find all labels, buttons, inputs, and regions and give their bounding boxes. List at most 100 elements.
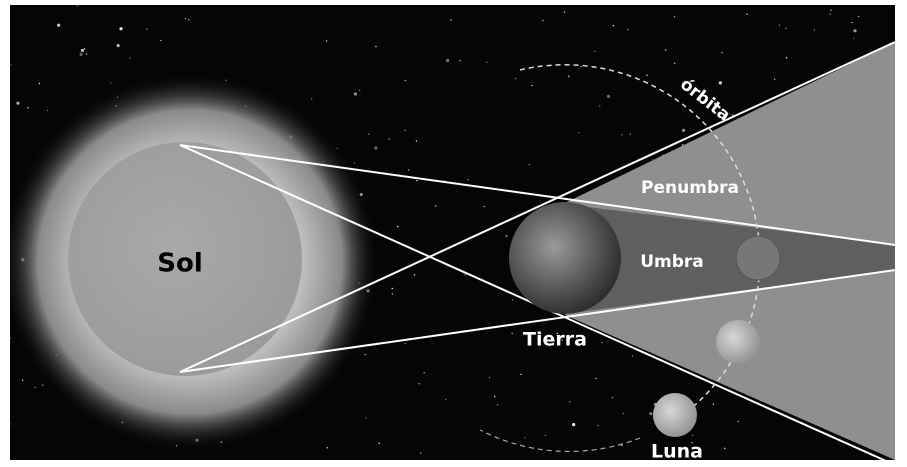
star	[42, 384, 43, 385]
star	[542, 20, 543, 21]
star	[365, 418, 366, 419]
star	[419, 383, 420, 384]
umbra-label: Umbra	[640, 252, 704, 272]
star	[460, 60, 461, 61]
star	[435, 205, 436, 206]
star	[494, 396, 495, 397]
star	[774, 78, 775, 79]
star	[601, 342, 602, 343]
star	[326, 40, 327, 41]
star	[34, 387, 35, 388]
star	[416, 140, 417, 141]
star	[607, 95, 610, 98]
star	[724, 448, 725, 449]
star	[420, 452, 421, 453]
star	[630, 133, 631, 134]
star	[486, 62, 487, 63]
star	[10, 64, 11, 65]
eclipse-diagram: órbita Penumbra Umbra Sol Tierra Luna	[0, 0, 907, 467]
star	[595, 378, 596, 379]
star	[146, 28, 147, 29]
star	[405, 343, 406, 344]
star	[580, 66, 581, 67]
penumbra-label: Penumbra	[641, 178, 739, 198]
star	[511, 333, 512, 334]
star	[564, 12, 565, 13]
star	[39, 83, 40, 84]
star	[327, 447, 328, 448]
moon-label: Luna	[651, 441, 703, 463]
star	[10, 338, 11, 339]
moon-penumbra	[716, 320, 760, 364]
star	[830, 9, 831, 10]
star	[682, 144, 683, 145]
star	[594, 51, 595, 52]
star	[520, 374, 521, 375]
earth	[509, 202, 621, 314]
star	[354, 92, 357, 95]
star	[719, 81, 722, 84]
star	[119, 27, 122, 30]
star	[489, 377, 490, 378]
star	[665, 49, 666, 50]
star	[22, 380, 23, 381]
star	[397, 226, 398, 227]
star	[829, 14, 830, 15]
star	[674, 63, 675, 64]
star	[368, 133, 369, 134]
star	[738, 421, 739, 422]
star	[786, 57, 787, 58]
star	[612, 397, 613, 398]
star	[627, 29, 628, 30]
star	[622, 413, 623, 414]
star	[858, 16, 859, 17]
star	[129, 58, 130, 59]
star	[649, 412, 652, 415]
star	[851, 22, 852, 23]
star	[692, 435, 693, 436]
star	[27, 107, 28, 108]
star	[81, 49, 84, 52]
moon	[653, 393, 697, 437]
star	[524, 437, 525, 438]
star	[682, 129, 685, 132]
star	[632, 355, 633, 356]
star	[188, 19, 189, 20]
star	[578, 132, 579, 133]
star	[497, 404, 498, 405]
star	[388, 138, 389, 139]
earth-label: Tierra	[523, 329, 587, 351]
star	[484, 206, 485, 207]
star	[779, 25, 780, 26]
star	[9, 423, 10, 424]
star	[84, 48, 85, 49]
star	[354, 162, 355, 163]
star	[185, 18, 186, 19]
star	[597, 425, 598, 426]
star	[117, 44, 120, 47]
star	[512, 299, 513, 300]
star	[853, 37, 854, 38]
star	[746, 14, 747, 15]
star	[599, 105, 600, 106]
star	[506, 235, 507, 236]
star	[110, 82, 111, 83]
star	[621, 134, 622, 135]
star	[531, 85, 532, 86]
star	[47, 110, 48, 111]
star	[375, 46, 376, 47]
star	[392, 293, 393, 294]
star	[529, 164, 530, 165]
star	[568, 76, 569, 77]
star	[445, 399, 446, 400]
star	[572, 423, 575, 426]
star	[814, 29, 815, 30]
star	[405, 80, 406, 81]
star	[16, 102, 19, 105]
star	[515, 78, 516, 79]
star	[545, 435, 546, 436]
star	[77, 5, 78, 6]
star	[378, 443, 379, 444]
star	[464, 274, 465, 275]
star	[416, 180, 417, 181]
